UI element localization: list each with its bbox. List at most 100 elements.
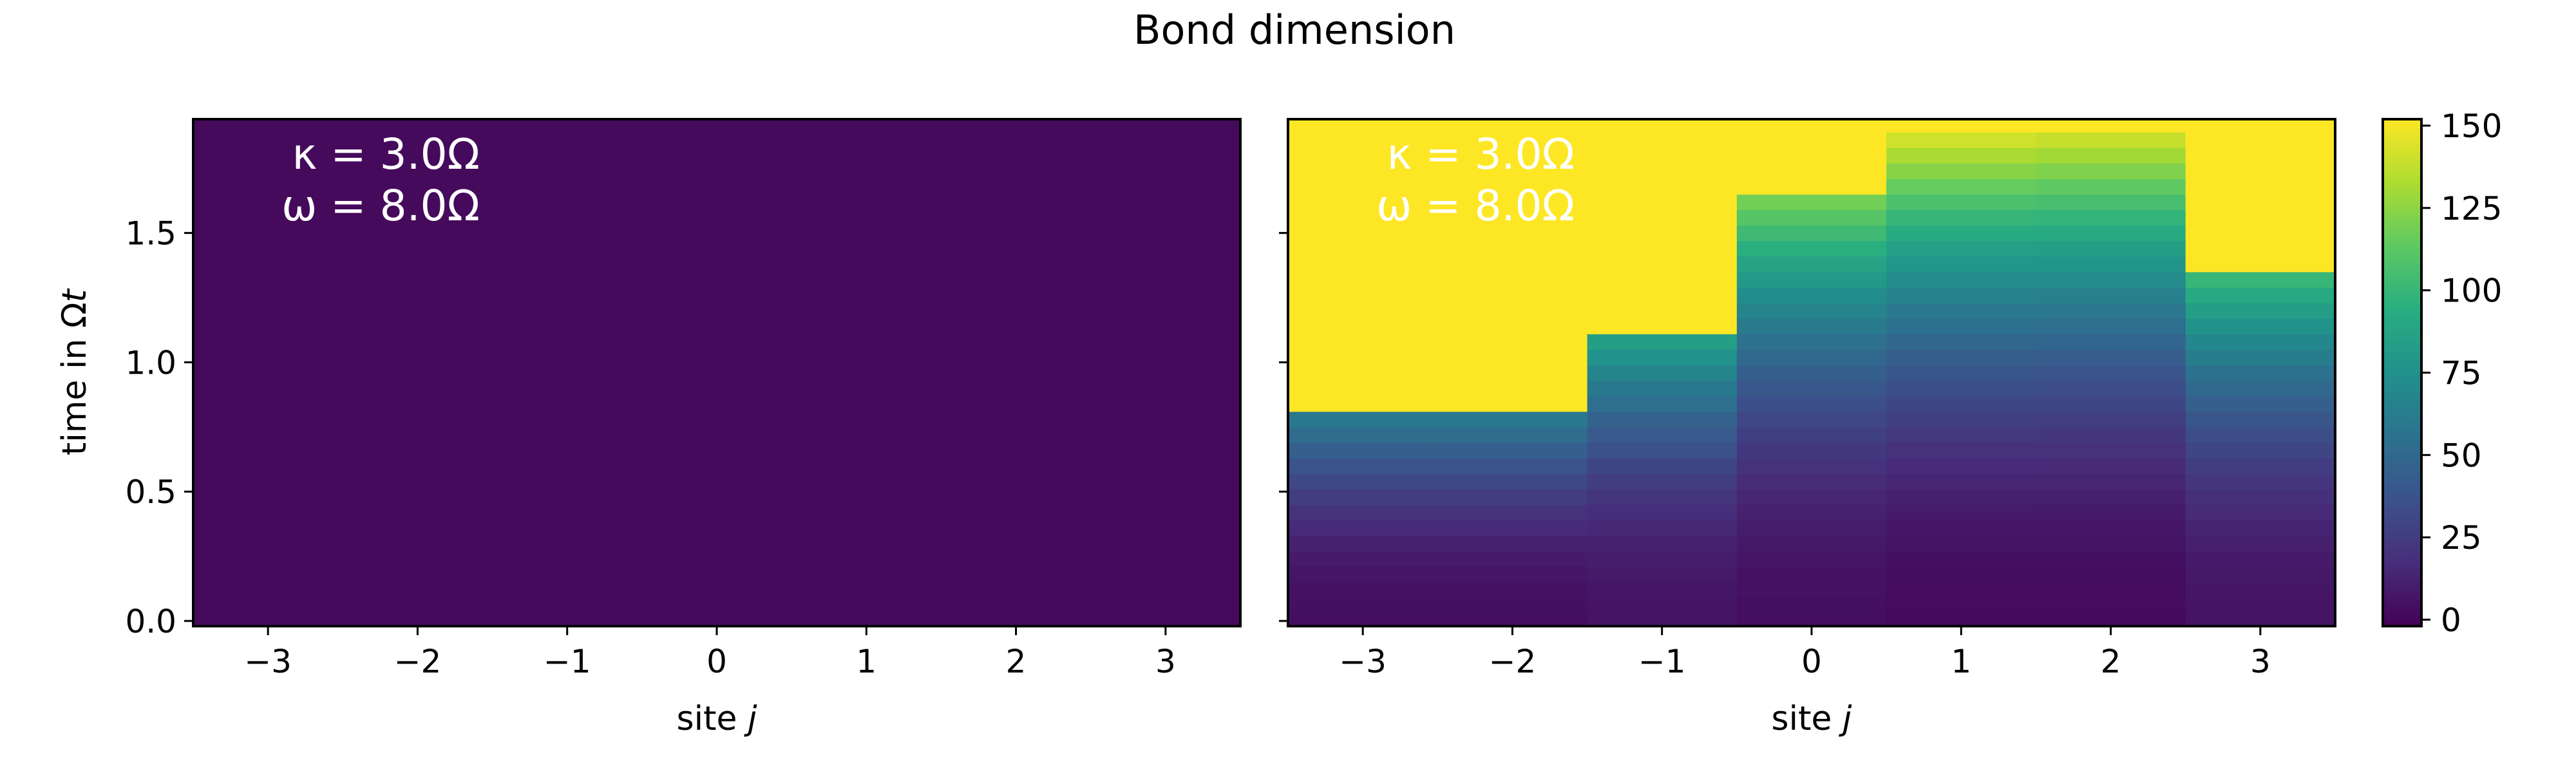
heatmap-cell	[1090, 458, 1241, 474]
heatmap-cell	[1886, 411, 2036, 428]
heatmap-cell	[1090, 566, 1241, 583]
heatmap-cell	[641, 256, 792, 272]
heatmap-cell	[2185, 411, 2336, 428]
heatmap-cell	[2185, 225, 2336, 242]
heatmap-cell	[1886, 119, 2036, 133]
heatmap-cell	[492, 442, 643, 459]
heatmap-cell	[1886, 318, 2036, 334]
heatmap-cell	[1288, 411, 1438, 428]
heatmap-cell	[1587, 597, 1738, 614]
heatmap-cell	[1886, 426, 2036, 443]
heatmap-cell	[1736, 458, 1887, 474]
heatmap-cell	[641, 396, 792, 412]
heatmap-cell	[343, 240, 493, 257]
heatmap-cell	[941, 535, 1092, 552]
heatmap-cell	[641, 535, 792, 552]
heatmap-cell	[1736, 209, 1887, 226]
heatmap-cell	[791, 256, 942, 272]
annotation-omega-right: ω = 8.0Ω	[1376, 181, 1575, 231]
heatmap-cell	[1437, 349, 1588, 366]
heatmap-cell	[2036, 551, 2186, 568]
heatmap-cell	[1736, 504, 1887, 520]
heatmap-cell	[343, 489, 493, 505]
heatmap-cell	[492, 240, 643, 257]
heatmap-cell	[343, 458, 493, 474]
heatmap-cell	[941, 256, 1092, 272]
heatmap-cell	[2185, 551, 2336, 568]
heatmap-cell	[1437, 458, 1588, 474]
heatmap-cell	[1090, 334, 1241, 350]
heatmap-cell	[1886, 132, 2036, 148]
heatmap-cell	[343, 303, 493, 319]
heatmap-cell	[1886, 458, 2036, 474]
heatmap-cell	[2036, 194, 2186, 211]
heatmap-cell	[791, 194, 942, 211]
heatmap-cell	[1886, 256, 2036, 272]
heatmap-cell	[1437, 194, 1588, 211]
heatmap-cell	[1736, 551, 1887, 568]
heatmap-cell	[343, 119, 493, 133]
heatmap-cell	[1437, 489, 1588, 505]
heatmap-cell	[1587, 473, 1738, 490]
heatmap-cell	[193, 442, 343, 459]
heatmap-cell	[941, 411, 1092, 428]
heatmap-cell	[1090, 318, 1241, 334]
heatmap-cell	[1437, 426, 1588, 443]
heatmap-cell	[941, 520, 1092, 537]
heatmap-cell	[343, 426, 493, 443]
heatmap-cell	[791, 458, 942, 474]
heatmap-cell	[2185, 256, 2336, 272]
heatmap-cell	[2185, 365, 2336, 381]
heatmap-cell	[641, 504, 792, 520]
heatmap-cell	[1886, 148, 2036, 164]
heatmap-cell	[941, 551, 1092, 568]
heatmap-cell	[1437, 148, 1588, 164]
heatmap-cell	[641, 551, 792, 568]
heatmap-cell	[641, 318, 792, 334]
heatmap-cell	[1288, 597, 1438, 614]
heatmap-cell	[1587, 271, 1738, 288]
heatmap-cell	[2036, 318, 2186, 334]
heatmap-cell	[791, 566, 942, 583]
heatmap-cell	[1587, 458, 1738, 474]
heatmap-cell	[193, 303, 343, 319]
heatmap-cell	[791, 271, 942, 288]
heatmap-cell	[791, 318, 942, 334]
colorbar-gradient	[2382, 118, 2423, 627]
annotation-kappa-right: κ = 3.0Ω	[1387, 129, 1575, 179]
x-tick-label: −2	[1489, 643, 1537, 680]
heatmap-cell	[641, 473, 792, 490]
heatmap-cell	[941, 287, 1092, 303]
heatmap-cell	[193, 365, 343, 381]
heatmap-cell	[2185, 178, 2336, 195]
heatmap-cell	[1090, 240, 1241, 257]
heatmap-cell	[193, 271, 343, 288]
heatmap-cell	[1437, 504, 1588, 520]
colorbar-tick-label: 150	[2441, 108, 2502, 145]
heatmap-cell	[1736, 582, 1887, 598]
heatmap-cell	[2185, 458, 2336, 474]
heatmap-cell	[1288, 256, 1438, 272]
heatmap-cell	[2185, 380, 2336, 397]
heatmap-cell	[941, 349, 1092, 366]
y-tick-label: 0.5	[125, 473, 176, 511]
heatmap-cell	[1437, 163, 1588, 179]
heatmap-cell	[1437, 535, 1588, 552]
heatmap-cell	[2036, 458, 2186, 474]
colorbar-tick-label: 25	[2441, 519, 2482, 557]
heatmap-cell	[641, 442, 792, 459]
heatmap-cell	[791, 613, 942, 627]
heatmap-cell	[941, 132, 1092, 148]
heatmap-cell	[2036, 411, 2186, 428]
heatmap-cell	[641, 566, 792, 583]
heatmap-cell	[343, 256, 493, 272]
heatmap-cell	[1736, 334, 1887, 350]
y-ticks-right	[1279, 232, 1288, 622]
heatmap-cell	[1437, 566, 1588, 583]
heatmap-cell	[791, 303, 942, 319]
heatmap-cell	[1090, 287, 1241, 303]
heatmap-cell	[941, 209, 1092, 226]
heatmap-cell	[1437, 334, 1588, 350]
heatmap-cell	[941, 504, 1092, 520]
heatmap-cell	[941, 442, 1092, 459]
